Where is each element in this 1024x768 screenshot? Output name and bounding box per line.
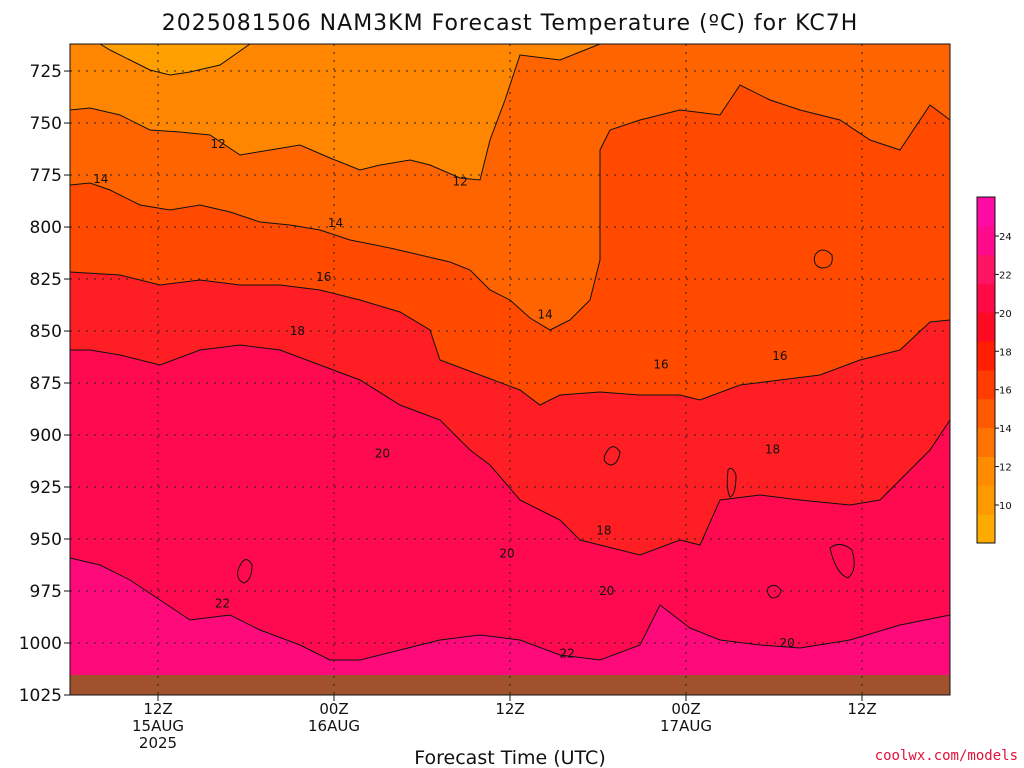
contour-label: 16: [772, 349, 787, 363]
contour-label: 18: [290, 324, 305, 338]
contour-label: 22: [215, 596, 230, 610]
colorbar-tick-label: 10: [999, 501, 1012, 512]
colorbar-segment: [977, 312, 995, 342]
contour-label: 20: [375, 447, 390, 461]
contour-lines: [69, 43, 951, 661]
colorbar: 10 12 14 16 18 20 22 24: [976, 196, 1012, 544]
y-tick-label: 850: [30, 322, 62, 342]
x-tick-label: 2025: [139, 734, 177, 752]
contour-line-16: [69, 271, 951, 406]
contour-line-20: [69, 557, 951, 661]
colorbar-segment: [977, 485, 995, 515]
x-tick-label: 16AUG: [308, 717, 360, 735]
contour-island-e: [829, 544, 855, 579]
colorbar-tick-label: 14: [999, 424, 1012, 435]
colorbar-segment: [977, 427, 995, 457]
colorbar-segment: [977, 254, 995, 284]
x-tick-label: 12Z: [495, 700, 524, 718]
contour-label: 12: [210, 137, 225, 151]
contour-island-f: [767, 584, 782, 599]
y-tick-label: 900: [30, 426, 62, 446]
x-tick-label: 00Z: [319, 700, 348, 718]
colorbar-segment: [977, 514, 995, 544]
contour-label: 14: [328, 216, 343, 230]
contour-labels: 12 12 14 14 14 16 16 16 18 18 18 20 20 20 20 22 22: [93, 137, 795, 661]
contour-label: 20: [780, 636, 795, 650]
contour-island-c: [237, 559, 253, 584]
x-tick-label: 00Z: [671, 700, 700, 718]
y-tick-label: 975: [30, 582, 62, 602]
contour-line-10: [99, 43, 251, 76]
contour-label: 20: [499, 547, 514, 561]
x-axis-title: Forecast Time (UTC): [414, 747, 605, 768]
colorbar-segment: [977, 197, 995, 227]
y-tick-label: 800: [30, 218, 62, 238]
temp-band-12-14: [70, 44, 600, 180]
y-tick-label: 775: [30, 166, 62, 186]
x-tick-label: 17AUG: [660, 717, 712, 735]
colorbar-segment: [977, 370, 995, 400]
colorbar-tick-label: 24: [999, 232, 1012, 243]
contour-line-12a: [69, 43, 601, 181]
colorbar-tick-label: 22: [999, 270, 1012, 281]
y-tick-label: 950: [30, 530, 62, 550]
y-tick-label: 750: [30, 114, 62, 134]
plot-area: 12 12 14 14 14 16 16 16 18 18 18 20 20 20 20 22 22: [69, 43, 951, 696]
source-credit: coolwx.com/models: [875, 748, 1018, 764]
x-tick-label: 12Z: [143, 700, 172, 718]
colorbar-tick-label: 16: [999, 386, 1012, 397]
contour-label: 18: [596, 524, 611, 538]
colorbar-segment: [977, 341, 995, 371]
x-tick-label: 15AUG: [132, 717, 184, 735]
y-axis: 725 750 775 800 825 850 875 900 925 950 975 1000 102…: [19, 62, 70, 706]
colorbar-segment: [977, 283, 995, 313]
x-tick-label: 12Z: [847, 700, 876, 718]
contour-line-14: [69, 84, 951, 331]
contour-island-a: [603, 446, 621, 466]
contour-island-b: [813, 249, 833, 269]
colorbar-tick-label: 12: [999, 463, 1012, 474]
y-tick-label: 875: [30, 374, 62, 394]
colorbar-tick-label: 18: [999, 347, 1012, 358]
contour-label: 20: [599, 584, 614, 598]
contour-label: 14: [538, 307, 553, 321]
contour-label: 12: [452, 174, 467, 188]
chart-title: 2025081506 NAM3KM Forecast Temperature (…: [162, 11, 859, 36]
contour-label: 14: [93, 172, 108, 186]
y-tick-label: 825: [30, 270, 62, 290]
y-tick-label: 925: [30, 478, 62, 498]
colorbar-tick-label: 20: [999, 309, 1012, 320]
y-tick-label: 1025: [19, 686, 62, 706]
grid-lines: [70, 44, 950, 696]
y-tick-label: 725: [30, 62, 62, 82]
contour-label: 18: [765, 443, 780, 457]
colorbar-segment: [977, 225, 995, 256]
colorbar-frame: [976, 196, 996, 544]
colorbar-segment: [977, 456, 995, 486]
y-tick-label: 1000: [19, 634, 62, 654]
contour-label: 16: [316, 270, 331, 284]
colorbar-segment: [977, 398, 995, 429]
contour-label: 22: [560, 646, 575, 660]
contour-line-18: [70, 344, 951, 556]
temp-band-10-12: [100, 44, 250, 75]
contour-label: 16: [653, 357, 668, 371]
